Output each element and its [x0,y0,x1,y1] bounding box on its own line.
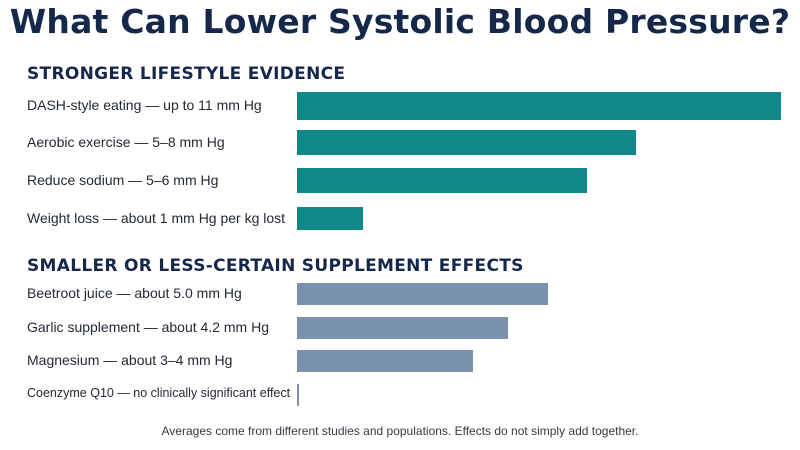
bar-label: Beetroot juice — about 5.0 mm Hg [27,285,242,301]
bar [297,168,587,193]
bar [297,92,781,120]
bar [297,207,363,230]
bar-label: Weight loss — about 1 mm Hg per kg lost [27,209,286,226]
bar-label: Aerobic exercise — 5–8 mm Hg [27,133,225,150]
bar-label: Coenzyme Q10 — no clinically significant… [27,386,291,400]
bar-label: DASH-style eating — up to 11 mm Hg [27,97,262,113]
bar-label: Reduce sodium — 5–6 mm Hg [27,171,219,188]
section-heading-lifestyle: STRONGER LIFESTYLE EVIDENCE [27,64,346,84]
bar [297,384,299,406]
bar-label: Garlic supplement — about 4.2 mm Hg [27,319,269,335]
bar [297,350,473,372]
chart-title: What Can Lower Systolic Blood Pressure? [9,2,791,41]
bar [297,283,548,305]
bar [297,130,636,155]
bar [297,317,508,339]
section-heading-supplements: SMALLER OR LESS-CERTAIN SUPPLEMENT EFFEC… [27,256,524,276]
footnote: Averages come from different studies and… [161,424,639,438]
bar-label: Magnesium — about 3–4 mm Hg [27,352,233,368]
